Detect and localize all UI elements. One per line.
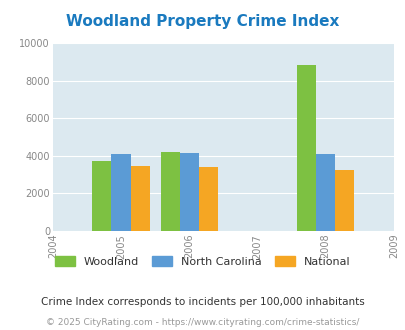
Bar	[92, 161, 111, 231]
Bar	[130, 166, 149, 231]
Bar	[198, 167, 217, 231]
Bar	[315, 154, 335, 231]
Text: Crime Index corresponds to incidents per 100,000 inhabitants: Crime Index corresponds to incidents per…	[41, 297, 364, 307]
Legend: Woodland, North Carolina, National: Woodland, North Carolina, National	[55, 256, 350, 267]
Text: © 2025 CityRating.com - https://www.cityrating.com/crime-statistics/: © 2025 CityRating.com - https://www.city…	[46, 318, 359, 327]
Bar	[111, 154, 130, 231]
Bar	[160, 152, 179, 231]
Bar	[296, 65, 315, 231]
Text: Woodland Property Crime Index: Woodland Property Crime Index	[66, 14, 339, 29]
Bar	[335, 170, 354, 231]
Bar	[179, 153, 198, 231]
